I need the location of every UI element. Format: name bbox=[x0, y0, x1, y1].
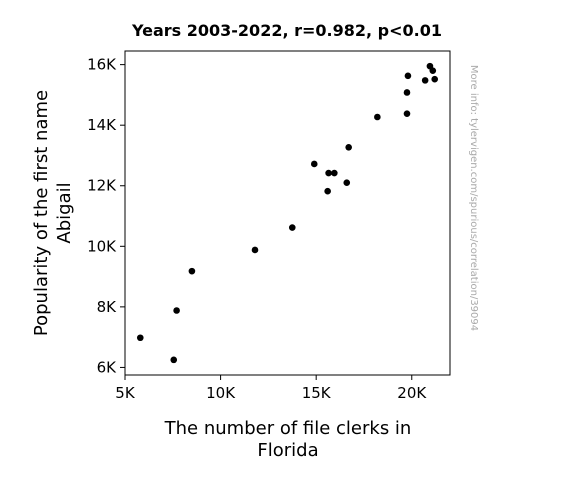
plot-frame bbox=[124, 50, 451, 376]
data-point-4 bbox=[251, 246, 259, 254]
watermark-text: More info: tylervigen.com/spurious/corre… bbox=[468, 65, 479, 331]
y-axis: 6K 8K 10K 12K 14K 16K bbox=[87, 56, 125, 376]
y-tick-label-1: 8K bbox=[97, 298, 118, 316]
y-tick-label-4: 14K bbox=[87, 116, 117, 134]
y-tick-label-2: 10K bbox=[87, 237, 117, 255]
chart-title: Years 2003-2022, r=0.982, p<0.01 bbox=[131, 21, 442, 40]
data-point-1 bbox=[170, 356, 178, 364]
y-axis-label-line-2: Abigail bbox=[54, 182, 75, 243]
y-axis-label-line-1: Popularity of the first name bbox=[31, 90, 52, 336]
data-point-7 bbox=[324, 187, 331, 195]
data-point-16 bbox=[421, 77, 429, 84]
x-tick-label-2: 15K bbox=[302, 384, 332, 402]
x-tick-label-3: 20K bbox=[397, 384, 427, 402]
data-point-8 bbox=[325, 169, 332, 177]
data-point-11 bbox=[345, 143, 352, 151]
y-tick-label-3: 12K bbox=[87, 177, 117, 195]
x-axis-label-line-1: The number of file clerks in bbox=[164, 418, 412, 439]
data-point-10 bbox=[343, 179, 351, 187]
x-axis-label-line-2: Florida bbox=[257, 440, 318, 461]
data-point-5 bbox=[288, 224, 296, 231]
y-tick-label-0: 6K bbox=[97, 358, 118, 376]
y-tick-label-5: 16K bbox=[87, 56, 117, 74]
data-point-3 bbox=[188, 267, 196, 275]
data-point-2 bbox=[173, 307, 180, 314]
x-tick-label-1: 10K bbox=[206, 384, 236, 402]
x-tick-label-0: 5K bbox=[115, 384, 136, 402]
points-layer bbox=[136, 62, 439, 364]
data-point-15 bbox=[404, 72, 412, 80]
data-point-9 bbox=[331, 169, 338, 177]
data-point-6 bbox=[310, 160, 318, 168]
x-axis: 5K 10K 15K 20K bbox=[115, 375, 427, 402]
data-point-12 bbox=[374, 113, 381, 121]
data-point-14 bbox=[403, 110, 411, 117]
data-point-18 bbox=[429, 67, 437, 74]
data-point-13 bbox=[403, 89, 411, 96]
data-point-19 bbox=[431, 75, 439, 83]
data-point-0 bbox=[136, 334, 144, 342]
